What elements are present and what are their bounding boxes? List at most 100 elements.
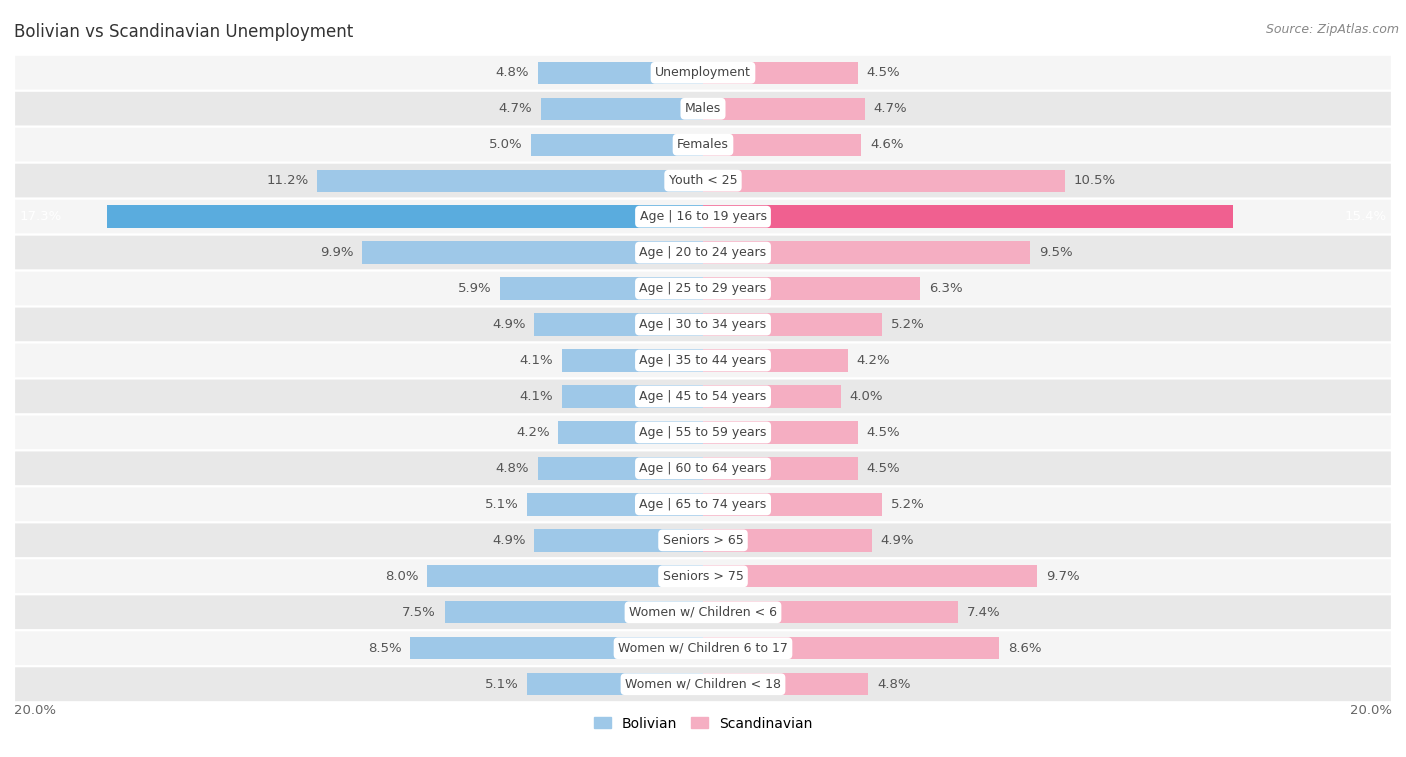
Text: 5.9%: 5.9% — [457, 282, 491, 295]
Bar — [562, 385, 703, 407]
FancyBboxPatch shape — [14, 559, 1392, 594]
Bar — [703, 277, 920, 300]
Text: 5.2%: 5.2% — [891, 318, 925, 331]
Bar — [444, 601, 703, 624]
Text: 4.5%: 4.5% — [866, 462, 900, 475]
Text: 6.3%: 6.3% — [928, 282, 962, 295]
Text: 4.1%: 4.1% — [520, 354, 553, 367]
Text: 4.8%: 4.8% — [877, 678, 911, 690]
Bar — [361, 241, 703, 263]
Text: 7.4%: 7.4% — [966, 606, 1000, 618]
FancyBboxPatch shape — [14, 307, 1392, 342]
Text: 5.0%: 5.0% — [488, 139, 522, 151]
Text: Age | 30 to 34 years: Age | 30 to 34 years — [640, 318, 766, 331]
Text: 4.9%: 4.9% — [492, 318, 526, 331]
Text: 8.0%: 8.0% — [385, 570, 419, 583]
Text: Bolivian vs Scandinavian Unemployment: Bolivian vs Scandinavian Unemployment — [14, 23, 353, 41]
Bar — [541, 98, 703, 120]
FancyBboxPatch shape — [14, 342, 1392, 378]
Bar — [703, 385, 841, 407]
Text: 17.3%: 17.3% — [20, 210, 62, 223]
Bar — [562, 350, 703, 372]
Text: Women w/ Children < 18: Women w/ Children < 18 — [626, 678, 780, 690]
Bar — [107, 205, 703, 228]
Text: 4.5%: 4.5% — [866, 67, 900, 79]
Text: 20.0%: 20.0% — [14, 704, 56, 717]
Text: 10.5%: 10.5% — [1073, 174, 1115, 187]
Text: 4.7%: 4.7% — [499, 102, 533, 115]
FancyBboxPatch shape — [14, 126, 1392, 163]
Text: Age | 20 to 24 years: Age | 20 to 24 years — [640, 246, 766, 259]
Bar — [703, 529, 872, 552]
Text: 20.0%: 20.0% — [1350, 704, 1392, 717]
FancyBboxPatch shape — [14, 55, 1392, 91]
Bar — [531, 133, 703, 156]
Bar — [703, 61, 858, 84]
FancyBboxPatch shape — [14, 91, 1392, 126]
Text: Source: ZipAtlas.com: Source: ZipAtlas.com — [1265, 23, 1399, 36]
Bar — [703, 601, 957, 624]
Text: 4.2%: 4.2% — [856, 354, 890, 367]
Text: 5.1%: 5.1% — [485, 678, 519, 690]
Bar — [534, 529, 703, 552]
Bar — [427, 565, 703, 587]
Text: 9.9%: 9.9% — [319, 246, 353, 259]
Bar — [703, 98, 865, 120]
Text: Age | 60 to 64 years: Age | 60 to 64 years — [640, 462, 766, 475]
Text: 8.6%: 8.6% — [1008, 642, 1042, 655]
Text: 5.2%: 5.2% — [891, 498, 925, 511]
FancyBboxPatch shape — [14, 415, 1392, 450]
Text: 4.8%: 4.8% — [495, 462, 529, 475]
Text: Age | 65 to 74 years: Age | 65 to 74 years — [640, 498, 766, 511]
Text: Females: Females — [678, 139, 728, 151]
Text: 4.7%: 4.7% — [873, 102, 907, 115]
FancyBboxPatch shape — [14, 378, 1392, 415]
Text: 4.5%: 4.5% — [866, 426, 900, 439]
Text: 7.5%: 7.5% — [402, 606, 436, 618]
Bar — [527, 673, 703, 696]
Text: 9.5%: 9.5% — [1039, 246, 1073, 259]
Text: 4.9%: 4.9% — [492, 534, 526, 547]
FancyBboxPatch shape — [14, 666, 1392, 702]
Bar — [534, 313, 703, 335]
Bar — [703, 637, 1000, 659]
Bar — [558, 422, 703, 444]
Text: Seniors > 65: Seniors > 65 — [662, 534, 744, 547]
Text: 4.8%: 4.8% — [495, 67, 529, 79]
Text: Youth < 25: Youth < 25 — [669, 174, 737, 187]
FancyBboxPatch shape — [14, 235, 1392, 270]
Bar — [703, 133, 862, 156]
Bar — [703, 673, 869, 696]
Text: Seniors > 75: Seniors > 75 — [662, 570, 744, 583]
Bar — [703, 457, 858, 480]
Text: Unemployment: Unemployment — [655, 67, 751, 79]
Text: Age | 16 to 19 years: Age | 16 to 19 years — [640, 210, 766, 223]
FancyBboxPatch shape — [14, 450, 1392, 487]
Bar — [537, 457, 703, 480]
FancyBboxPatch shape — [14, 522, 1392, 559]
FancyBboxPatch shape — [14, 594, 1392, 631]
Bar — [499, 277, 703, 300]
Bar — [703, 205, 1233, 228]
Bar — [703, 313, 882, 335]
Text: Women w/ Children < 6: Women w/ Children < 6 — [628, 606, 778, 618]
Text: 5.1%: 5.1% — [485, 498, 519, 511]
FancyBboxPatch shape — [14, 487, 1392, 522]
Text: Women w/ Children 6 to 17: Women w/ Children 6 to 17 — [619, 642, 787, 655]
Bar — [703, 565, 1038, 587]
Bar — [703, 170, 1064, 192]
Text: Males: Males — [685, 102, 721, 115]
Bar — [537, 61, 703, 84]
Bar — [703, 422, 858, 444]
Bar — [411, 637, 703, 659]
Text: Age | 35 to 44 years: Age | 35 to 44 years — [640, 354, 766, 367]
FancyBboxPatch shape — [14, 631, 1392, 666]
Text: 9.7%: 9.7% — [1046, 570, 1080, 583]
Text: Age | 25 to 29 years: Age | 25 to 29 years — [640, 282, 766, 295]
Text: Age | 45 to 54 years: Age | 45 to 54 years — [640, 390, 766, 403]
Text: 4.2%: 4.2% — [516, 426, 550, 439]
Legend: Bolivian, Scandinavian: Bolivian, Scandinavian — [588, 711, 818, 736]
Text: 4.9%: 4.9% — [880, 534, 914, 547]
Text: 4.6%: 4.6% — [870, 139, 904, 151]
FancyBboxPatch shape — [14, 163, 1392, 198]
